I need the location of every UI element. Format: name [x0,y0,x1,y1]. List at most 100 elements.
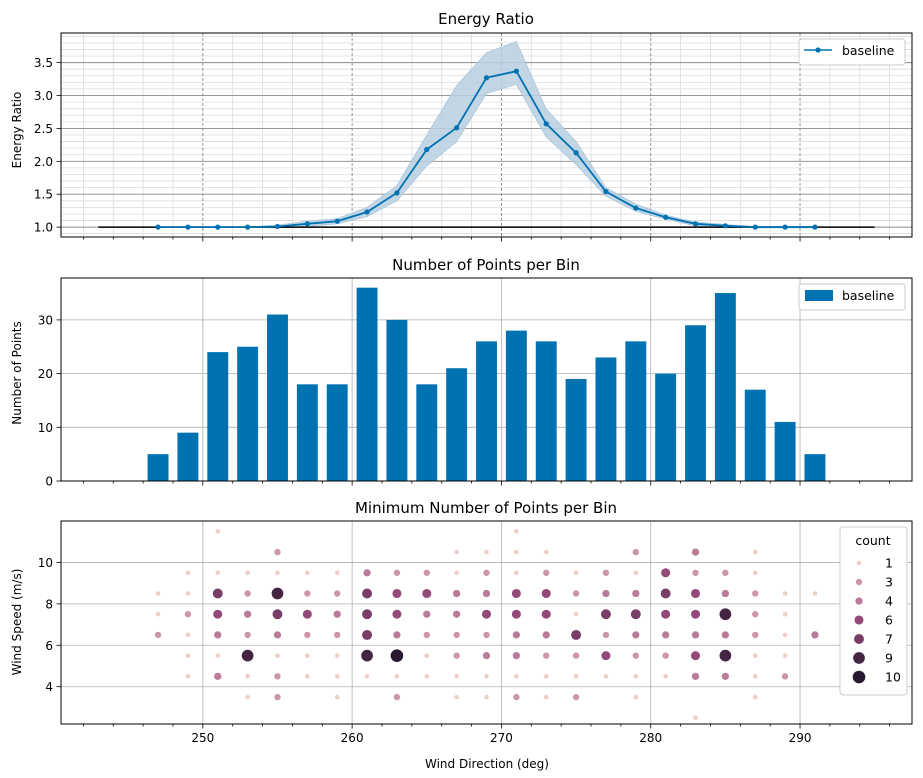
scatter-point [424,653,430,658]
scatter-point [245,570,250,576]
bar [476,341,497,481]
scatter-point [394,674,400,679]
scatter-point [215,529,221,534]
scatter-point [661,609,671,619]
legend-label: 9 [885,651,893,666]
scatter-point [333,610,341,618]
bar [237,346,259,481]
min-points-legend: count 1 3 4 6 7 9 10 [839,526,908,696]
legend-label: 6 [885,613,893,628]
scatter-point [661,568,671,578]
scatter-point [362,588,373,599]
y-tick-label: 10 [38,556,53,570]
scatter-point [154,631,162,639]
data-point [483,75,490,81]
scatter-point [602,589,610,598]
scatter-point [542,631,550,639]
data-point [692,221,699,227]
scatter-point [392,588,402,599]
bar [267,314,288,481]
scatter-point [782,611,788,617]
scatter-point [660,588,671,599]
scatter-point [185,674,191,679]
bar [207,352,229,481]
scatter-point [572,590,580,597]
energy-ratio-title: Energy Ratio [438,10,534,28]
scatter-point [721,589,730,598]
scatter-point [275,653,280,658]
scatter-point [334,674,340,679]
scatter-point [719,649,732,662]
scatter-point [212,588,223,599]
scatter-point [692,569,699,576]
data-point [573,150,579,156]
bar [655,373,677,481]
points-per-bin-title: Number of Points per Bin [392,256,580,274]
scatter-point [719,608,732,621]
scatter-point [543,652,550,659]
scatter-point [782,591,788,596]
x-tick-label: 250 [191,731,214,745]
scatter-point [481,609,492,619]
energy-ratio-legend-box [798,38,906,66]
scatter-point [453,631,460,639]
scatter-point [304,631,311,639]
scatter-point [454,549,459,555]
scatter-point [185,653,191,658]
data-point [543,121,549,127]
scatter-point [752,549,758,555]
scatter-point [752,674,758,679]
scatter-point [633,694,639,700]
data-point [454,125,460,131]
min-points-xlabel: Wind Direction (deg) [425,757,549,771]
scatter-point [722,569,729,576]
x-tick-label: 270 [490,731,513,745]
scatter-point [572,652,580,659]
scatter-point [514,549,519,555]
scatter-point [362,609,373,620]
bar [565,378,587,481]
scatter-point [484,549,489,555]
scatter-point [334,590,341,597]
x-tick-label: 260 [341,731,364,745]
y-tick-label: 6 [45,639,53,653]
scatter-point [334,653,340,658]
scatter-point [721,631,730,639]
scatter-point [484,694,489,700]
y-tick-label: 10 [38,421,53,435]
scatter-point [571,629,582,640]
bar [685,325,706,481]
scatter-point [543,674,549,679]
scatter-point [454,694,459,700]
scatter-point [543,549,549,555]
scatter-point [483,569,490,576]
scatter-point [691,548,700,556]
points-per-bin-yticks: 0 10 20 30 [38,313,61,489]
min-points-scatter-points [154,529,819,721]
y-tick-label: 1.0 [34,221,53,235]
bar [535,341,557,481]
scatter-point [603,674,609,679]
scatter-point [453,589,461,598]
min-points-gridlines [61,521,912,724]
data-point [274,223,281,230]
data-point [364,209,370,215]
energy-ratio-legend: baseline [798,38,906,66]
scatter-point [305,570,310,576]
y-tick-label: 20 [38,367,53,381]
scatter-point [484,674,489,679]
min-points-frame [60,520,913,725]
scatter-point [752,570,758,576]
points-per-bin-legend-swatch [805,290,833,301]
points-per-bin-panel: Number of Points per Bin Number of Point… [10,256,913,489]
legend-label: 3 [885,575,893,590]
bar [505,330,527,481]
scatter-point [305,653,310,658]
scatter-point [215,570,221,576]
scatter-point [782,632,788,638]
scatter-point [601,651,611,661]
scatter-point [363,569,371,577]
scatter-point [573,611,579,617]
scatter-point [185,591,191,596]
scatter-point [454,674,459,679]
